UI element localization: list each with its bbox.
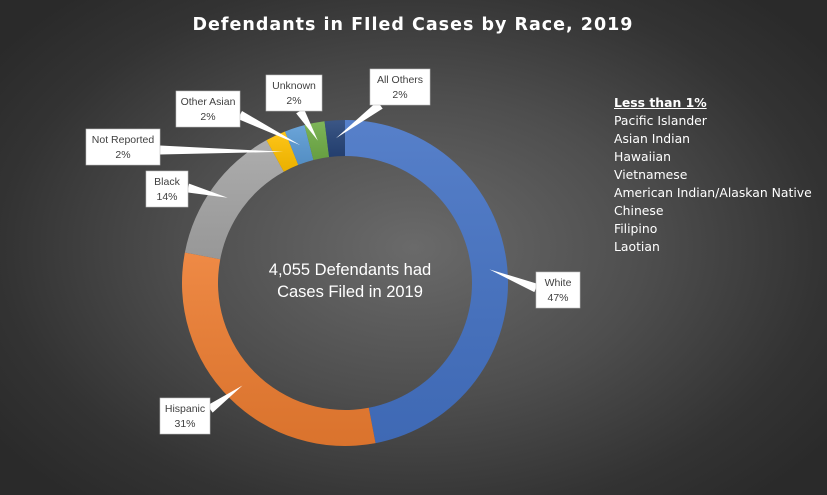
label-hispanic: Hispanic <box>165 403 205 415</box>
callout-box-other-asian <box>175 90 241 128</box>
slice-shade-hispanic <box>181 252 376 446</box>
center-label-line-2: Cases Filed in 2019 <box>277 283 423 301</box>
value-black: 14% <box>156 191 177 203</box>
callout-box-unknown <box>265 74 323 112</box>
value-not-reported: 2% <box>115 149 130 161</box>
chart-title: Defendants in FIled Cases by Race, 2019 <box>193 15 634 35</box>
side-note-item-chinese: Chinese <box>614 203 664 218</box>
label-black: Black <box>154 176 180 188</box>
slice-shade-black <box>184 140 284 260</box>
leader-white <box>489 269 538 293</box>
side-note-heading: Less than 1% <box>614 95 707 110</box>
less-than-1-percent-note: Less than 1% Pacific Islander Asian India… <box>614 94 812 256</box>
leader-not-reported <box>159 145 284 155</box>
label-not-reported: Not Reported <box>92 134 155 146</box>
callout-box-not-reported <box>85 128 161 166</box>
center-label-line-1: 4,055 Defendants had <box>269 261 431 279</box>
value-unknown: 2% <box>286 95 301 107</box>
leader-other-asian <box>237 110 301 146</box>
side-note-item-laotian: Laotian <box>614 239 660 254</box>
leader-all-others <box>335 101 383 139</box>
callout-leaders <box>159 101 538 413</box>
donut-slices <box>181 120 508 446</box>
leader-unknown <box>296 108 318 141</box>
label-all-others: All Others <box>377 74 423 86</box>
side-note-item-vietnamese: Vietnamese <box>614 167 688 182</box>
data-label-callouts: White 47% Hispanic 31% Black 14% Not Reported 2… <box>85 68 581 435</box>
value-all-others: 2% <box>392 89 407 101</box>
slice-shade-white <box>345 120 508 444</box>
callout-box-hispanic <box>159 397 211 435</box>
callout-box-black <box>145 170 189 208</box>
side-note-item-asian-indian: Asian Indian <box>614 131 691 146</box>
leader-black <box>186 183 228 198</box>
side-note-item-pacific-islander: Pacific Islander <box>614 113 707 128</box>
callout-box-all-others <box>369 68 431 106</box>
value-other-asian: 2% <box>200 111 215 123</box>
value-white: 47% <box>547 292 568 304</box>
side-note-item-american-indian-alaskan-native: American Indian/Alaskan Native <box>614 185 812 200</box>
value-hispanic: 31% <box>174 418 195 430</box>
callout-box-white <box>535 271 581 309</box>
side-note-item-filipino: Filipino <box>614 221 658 236</box>
leader-hispanic <box>207 385 243 413</box>
label-unknown: Unknown <box>272 80 316 92</box>
slice-shade-other-asian <box>284 125 314 165</box>
side-note-list: Pacific Islander Asian Indian Hawaiian Viet… <box>614 112 812 256</box>
slice-shade-all-others <box>324 120 345 158</box>
side-note-item-hawaiian: Hawaiian <box>614 149 671 164</box>
slice-shade-not-reported <box>266 131 299 172</box>
label-white: White <box>545 277 572 289</box>
label-other-asian: Other Asian <box>181 96 236 108</box>
